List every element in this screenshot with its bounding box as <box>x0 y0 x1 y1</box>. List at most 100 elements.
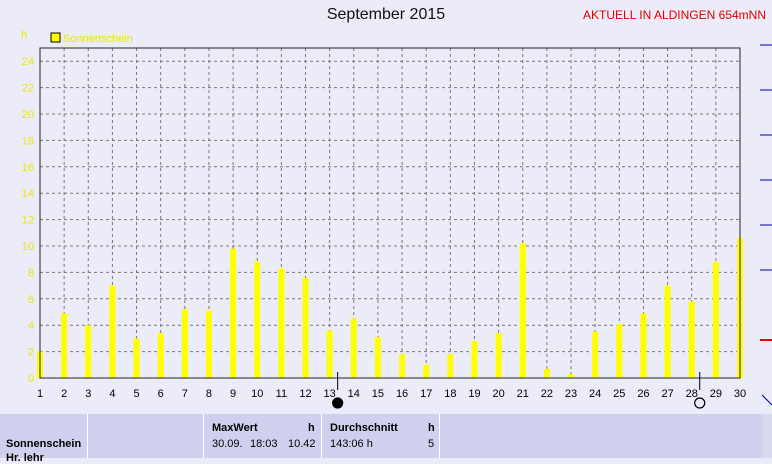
bar <box>688 301 695 378</box>
bar <box>471 341 478 378</box>
y-tick-label: 16 <box>22 162 34 174</box>
x-tick-label: 15 <box>372 388 384 400</box>
maxwert-unit: h <box>308 422 315 434</box>
bars <box>37 238 743 378</box>
summary-footer: Sonnenschein Hr. lehr MaxWert h 30.09. 1… <box>0 414 772 464</box>
y-tick-label: 2 <box>28 347 34 359</box>
x-tick-label: 2 <box>61 388 67 400</box>
bar <box>712 261 719 378</box>
maxwert-date: 30.09. <box>212 438 243 450</box>
bar <box>374 337 381 378</box>
bar <box>205 310 212 378</box>
x-tick-label: 14 <box>348 388 360 400</box>
x-tick-label: 28 <box>686 388 698 400</box>
bar <box>616 323 623 378</box>
x-tick-label: 1 <box>37 388 43 400</box>
bar <box>302 277 309 378</box>
grid <box>40 48 740 378</box>
bar <box>254 261 261 378</box>
bar <box>230 248 237 378</box>
x-tick-label: 5 <box>133 388 139 400</box>
bar <box>181 309 188 378</box>
bar <box>447 354 454 378</box>
bar <box>664 285 671 378</box>
bar <box>640 313 647 378</box>
x-tick-label: 21 <box>517 388 529 400</box>
x-tick-label: 26 <box>637 388 649 400</box>
y-tick-label: 8 <box>28 267 34 279</box>
x-tick-label: 7 <box>182 388 188 400</box>
maxwert-time: 18:03 <box>250 438 278 450</box>
average-value: 5 <box>428 438 435 450</box>
legend-label: Sonnenschein <box>63 33 133 45</box>
bar <box>157 333 164 378</box>
y-tick-label: 6 <box>28 294 34 306</box>
y-tick-label: 14 <box>22 188 34 200</box>
bar <box>519 243 526 378</box>
x-tick-label: 30 <box>734 388 746 400</box>
y-tick-label: 12 <box>22 215 34 227</box>
chart-title: September 2015 <box>326 6 446 23</box>
x-tick-label: 27 <box>661 388 673 400</box>
bar <box>61 313 68 378</box>
bar <box>568 374 575 378</box>
right-axis-decoration <box>760 44 772 406</box>
y-axis-unit: h <box>21 29 27 41</box>
x-tick-label: 23 <box>565 388 577 400</box>
footer-row-label-2: Hr. lehr <box>6 452 44 464</box>
footer-label-cell: Sonnenschein Hr. lehr <box>0 414 88 464</box>
x-tick-label: 17 <box>420 388 432 400</box>
y-tick-label: 22 <box>22 83 34 95</box>
bar <box>326 330 333 378</box>
x-tick-label: 13 <box>324 388 336 400</box>
average-total: 143:06 h <box>330 438 373 450</box>
y-tick-label: 4 <box>28 320 34 332</box>
footer-row-label: Sonnenschein <box>6 438 82 450</box>
x-tick-label: 3 <box>85 388 91 400</box>
x-tick-label: 9 <box>230 388 236 400</box>
bar <box>543 368 550 378</box>
maxwert-label: MaxWert <box>212 422 258 434</box>
plot-frame <box>39 47 741 379</box>
x-tick-label: 20 <box>492 388 504 400</box>
x-tick-label: 25 <box>613 388 625 400</box>
x-tick-label: 24 <box>589 388 601 400</box>
footer-rest-cell <box>440 414 762 458</box>
x-tick-label: 18 <box>444 388 456 400</box>
footer-maxwert-cell: MaxWert h 30.09. 18:03 10.42 <box>204 414 322 458</box>
maxwert-value: 10.42 <box>288 438 316 450</box>
x-tick-label: 22 <box>541 388 553 400</box>
legend-swatch <box>50 32 61 43</box>
bar <box>423 364 430 378</box>
bar <box>592 331 599 378</box>
footer-empty-cell <box>88 414 204 458</box>
bar <box>495 333 502 378</box>
x-tick-label: 11 <box>276 388 287 400</box>
x-tick-label: 29 <box>710 388 722 400</box>
x-tick-label: 4 <box>109 388 115 400</box>
footer-average-cell: Durchschnitt h 143:06 h 5 <box>322 414 440 458</box>
x-tick-label: 10 <box>251 388 263 400</box>
bar <box>350 318 357 378</box>
y-tick-label: 18 <box>22 135 34 147</box>
x-tick-label: 6 <box>158 388 164 400</box>
new-moon-icon <box>332 397 344 409</box>
y-tick-label: 24 <box>22 56 34 68</box>
y-tick-label: 0 <box>28 373 34 385</box>
y-tick-label: 10 <box>22 241 34 253</box>
station-label: AKTUELL IN ALDINGEN 654mNN <box>583 8 766 22</box>
bar <box>109 285 116 378</box>
plot-area <box>40 48 740 378</box>
x-tick-label: 12 <box>299 388 311 400</box>
bar <box>133 338 140 378</box>
full-moon-icon <box>694 397 706 409</box>
bar <box>399 354 406 378</box>
x-tick-label: 8 <box>206 388 212 400</box>
y-tick-label: 20 <box>22 109 34 121</box>
bar <box>85 325 92 378</box>
bar <box>278 268 285 378</box>
x-tick-label: 19 <box>468 388 480 400</box>
x-tick-label: 16 <box>396 388 408 400</box>
